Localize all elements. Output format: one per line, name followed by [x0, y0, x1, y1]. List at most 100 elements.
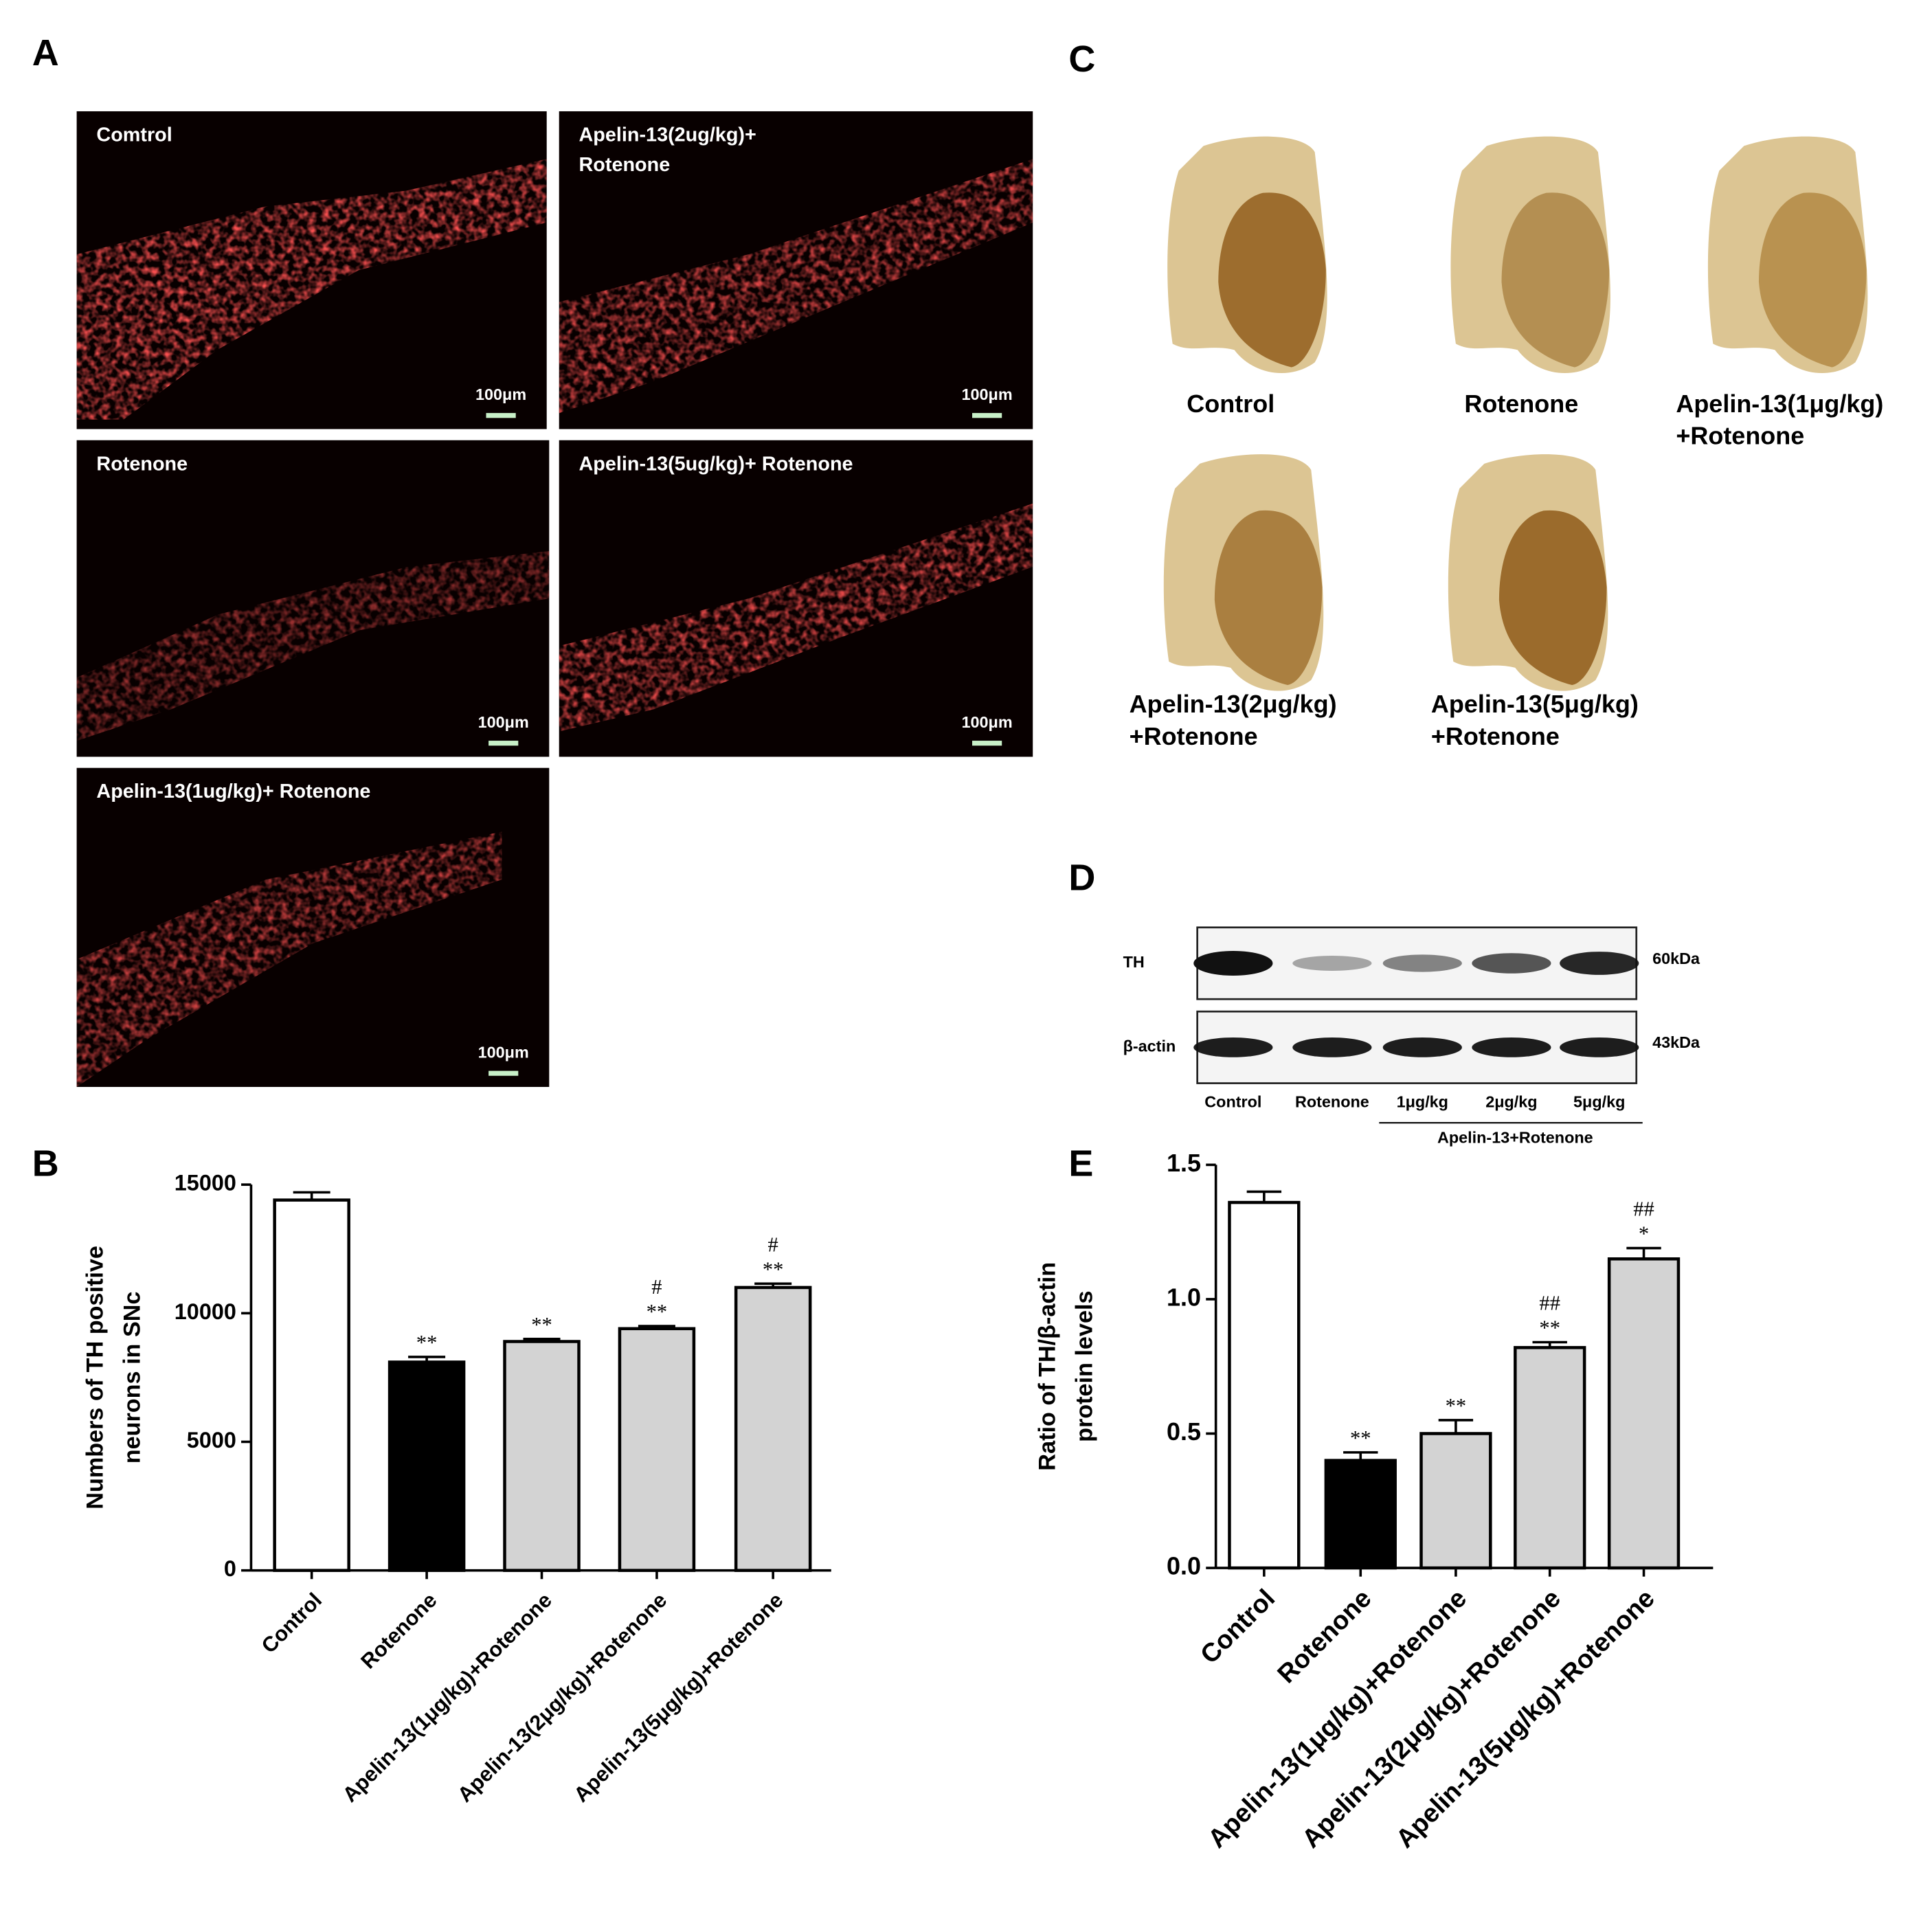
blot-band [1382, 954, 1462, 972]
image-caption: Comtrol [96, 124, 172, 146]
section-caption: +Rotenone [1676, 422, 1804, 450]
fluorescence-band [76, 831, 502, 1087]
scale-bar-label: 100μm [478, 713, 529, 731]
blot-band [1193, 951, 1273, 976]
bar [1419, 1432, 1492, 1570]
y-tick-label: 15000 [175, 1171, 236, 1196]
bar [387, 1360, 466, 1572]
brain-section [1448, 454, 1608, 691]
bar [273, 1198, 350, 1572]
blot-band [1292, 1037, 1372, 1057]
fluorescence-band [76, 159, 547, 420]
scale-bar-label: 100μm [962, 713, 1013, 731]
bar [1228, 1200, 1301, 1570]
scale-bar-label: 100μm [962, 385, 1013, 403]
bar [503, 1340, 581, 1572]
y-axis-label: protein levels [1072, 1291, 1098, 1442]
section-caption: Rotenone [1464, 390, 1578, 418]
significance-mark: ** [1446, 1394, 1467, 1417]
section-caption: Apelin-13(2μg/kg) [1130, 690, 1337, 718]
lane-label: 2μg/kg [1485, 1093, 1537, 1111]
significance-mark: ## [1539, 1292, 1560, 1315]
y-tick-label: 0.0 [1167, 1552, 1201, 1580]
panel-label: A [32, 32, 59, 74]
panel-label: D [1068, 857, 1095, 899]
blot-band [1472, 1037, 1551, 1057]
image-caption: Rotenone [96, 453, 188, 475]
bar [618, 1327, 696, 1572]
scale-bar [972, 741, 1002, 746]
significance-mark: ** [531, 1313, 552, 1336]
blot-band [1560, 952, 1639, 975]
lane-label: 1μg/kg [1397, 1093, 1448, 1111]
scale-bar [488, 1070, 519, 1076]
panel-label: C [1068, 38, 1095, 80]
significance-mark: * [1639, 1222, 1649, 1246]
y-tick-label: 10000 [175, 1299, 236, 1324]
brain-section [1707, 136, 1868, 374]
significance-mark: ** [1539, 1316, 1560, 1340]
x-tick-label: Apelin-13(1μg/kg)+Rotenone [338, 1589, 557, 1807]
blot-band [1382, 1037, 1462, 1057]
section-caption: +Rotenone [1431, 722, 1560, 750]
y-axis-label: neurons in SNc [119, 1292, 145, 1464]
brain-section [1167, 136, 1327, 374]
size-label: 60kDa [1652, 950, 1700, 967]
y-tick-label: 5000 [187, 1428, 236, 1452]
section-caption: Apelin-13(5μg/kg) [1431, 690, 1639, 718]
scale-bar [486, 413, 516, 418]
scale-bar [972, 413, 1002, 418]
blot-band [1193, 1037, 1273, 1057]
bar [734, 1286, 812, 1572]
panel-label: E [1068, 1143, 1093, 1184]
significance-mark: ## [1633, 1198, 1654, 1221]
blot-band [1472, 953, 1551, 974]
significance-mark: ** [763, 1257, 784, 1281]
blot-band [1560, 1037, 1639, 1057]
x-tick-label: Apelin-13(2μg/kg)+Rotenone [453, 1589, 672, 1807]
scale-bar-label: 100μm [475, 385, 526, 403]
bar [1324, 1459, 1397, 1570]
fluorescence-band [559, 503, 1033, 732]
scale-bar-label: 100μm [478, 1044, 529, 1062]
section-caption: +Rotenone [1130, 722, 1258, 750]
fluorescence-band [76, 550, 550, 741]
significance-mark: # [651, 1275, 662, 1299]
significance-mark: ** [647, 1300, 668, 1323]
x-tick-label: Control [257, 1589, 326, 1658]
image-caption: Rotenone [579, 154, 671, 176]
y-tick-label: 1.5 [1167, 1149, 1201, 1177]
y-tick-label: 0.5 [1167, 1417, 1201, 1446]
image-caption: Apelin-13(1ug/kg)+ Rotenone [96, 781, 370, 803]
y-tick-label: 1.0 [1167, 1283, 1201, 1311]
group-label: Apelin-13+Rotenone [1437, 1129, 1593, 1147]
significance-mark: ** [416, 1331, 438, 1354]
y-axis-label: Numbers of TH positive [82, 1246, 108, 1509]
x-tick-label: Apelin-13(5μg/kg)+Rotenone [570, 1589, 788, 1807]
bar [1514, 1346, 1586, 1570]
lane-label: Control [1204, 1093, 1261, 1111]
significance-mark: # [768, 1233, 778, 1256]
brain-section [1450, 136, 1610, 374]
size-label: 43kDa [1652, 1033, 1700, 1051]
x-tick-label: Rotenone [357, 1589, 442, 1674]
scale-bar [488, 741, 519, 746]
x-tick-label: Control [1195, 1584, 1281, 1670]
lane-label: 5μg/kg [1573, 1093, 1625, 1111]
blot-band [1292, 956, 1372, 971]
lane-label: Rotenone [1295, 1093, 1369, 1111]
y-axis-label: Ratio of TH/β-actin [1035, 1262, 1061, 1471]
brain-section [1163, 454, 1324, 691]
section-caption: Apelin-13(1μg/kg) [1676, 390, 1883, 418]
bar [1607, 1257, 1681, 1570]
image-caption: Apelin-13(2ug/kg)+ [579, 124, 756, 146]
y-tick-label: 0 [224, 1556, 236, 1581]
panel-label: B [32, 1143, 59, 1184]
row-label: β-actin [1123, 1037, 1176, 1055]
section-caption: Control [1187, 390, 1274, 418]
significance-mark: ** [1350, 1426, 1371, 1450]
row-label: TH [1123, 953, 1145, 971]
image-caption: Apelin-13(5ug/kg)+ Rotenone [579, 453, 853, 475]
fluorescence-band [559, 159, 1033, 414]
